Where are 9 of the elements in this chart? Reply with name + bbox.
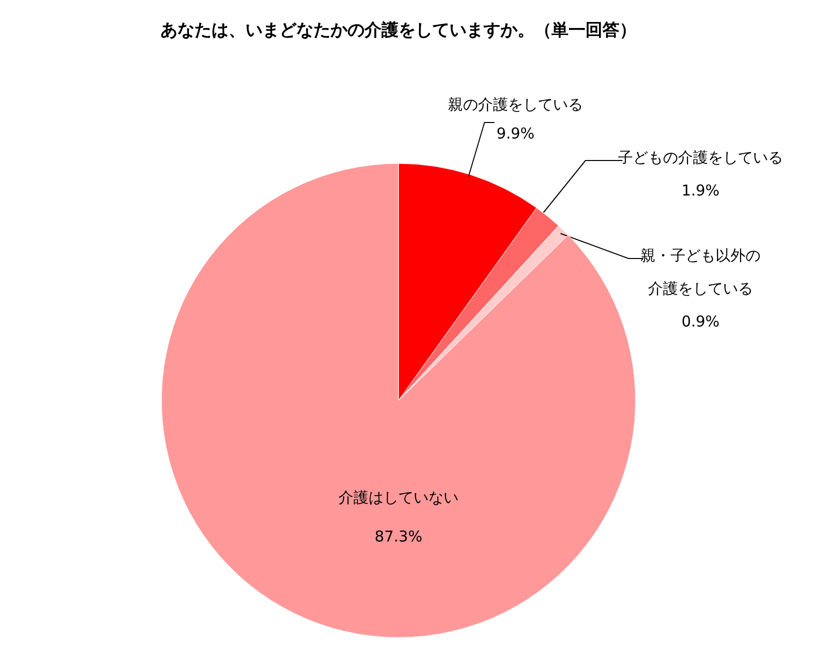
slice-label: 子どもの介護をしている (618, 148, 783, 166)
slice-label: 親の介護をしている (448, 96, 583, 114)
slice-label: 親・子ども以外の介護をしている (640, 246, 760, 298)
data-label: 1.9% (681, 182, 720, 200)
data-label: 0.9% (681, 312, 720, 330)
data-label: 87.3% (374, 528, 422, 546)
data-label: 9.9% (496, 124, 535, 142)
slice-label: 介護はしていない (338, 488, 458, 506)
chart-title: あなたは、いまどなたかの介護をしていますか。（単一回答） (160, 20, 636, 40)
